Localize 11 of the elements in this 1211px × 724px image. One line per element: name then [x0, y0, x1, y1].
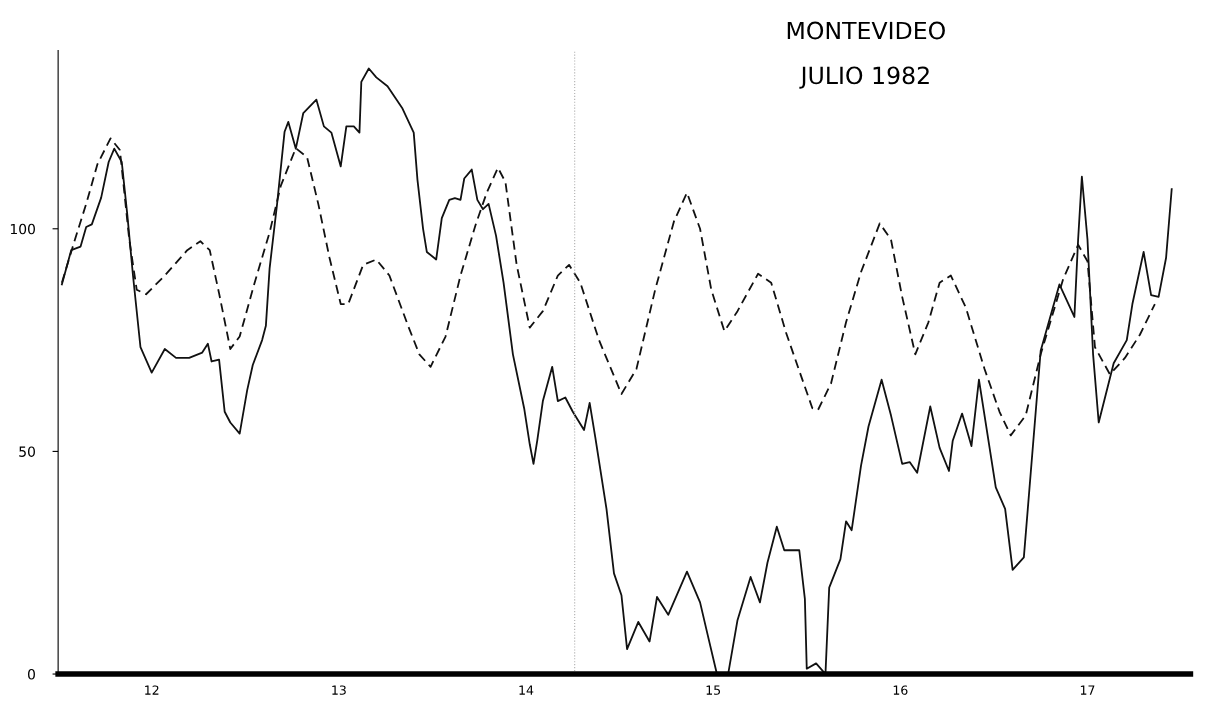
y-tick-label: 0 — [27, 669, 35, 680]
y-tick-label: 100 — [10, 223, 35, 235]
x-tick-label: 12 — [145, 685, 159, 695]
x-tick-label: 17 — [1080, 685, 1095, 695]
y-tick-label: 50 — [19, 446, 35, 457]
text: JULIO 1982 — [799, 66, 929, 89]
x-tick-label: 14 — [519, 685, 534, 695]
chart-title: MONTEVIDEO — [787, 21, 945, 40]
x-tick-label: 13 — [332, 685, 346, 695]
x-tick-label: 16 — [893, 685, 908, 695]
x-tick-label: 15 — [706, 685, 721, 695]
